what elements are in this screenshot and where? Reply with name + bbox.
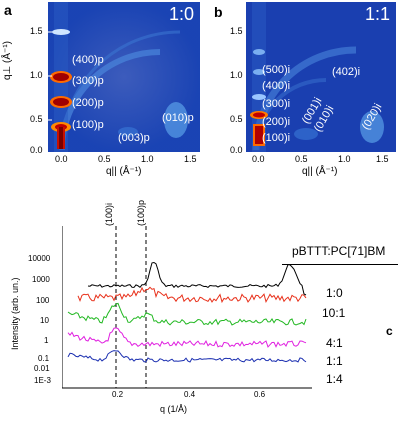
ratio-label: 1:4 (326, 372, 343, 386)
ratio-label: 10:1 (322, 306, 346, 320)
ratio-label: 1:1 (326, 354, 343, 368)
y-tick: 1E-3 (34, 376, 51, 385)
peak-label: (200)p (72, 97, 104, 109)
panel-a-x-label: q|| (Å⁻¹) (106, 166, 142, 177)
ratio-label: 1:0 (326, 286, 343, 300)
x-tick: 1.5 (376, 154, 389, 164)
peak-label: (100)i (262, 132, 291, 144)
panel-b-letter: b (214, 4, 223, 20)
series-line-4-1 (67, 302, 307, 326)
panel-c-plot (61, 226, 312, 396)
y-tick: 0.5 (230, 114, 243, 124)
x-tick: 1.5 (184, 154, 197, 164)
y-tick: 1.0 (30, 70, 43, 80)
marker-label-100p: (100)p (136, 199, 146, 226)
y-tick: 1.5 (30, 26, 43, 36)
legend-divider (282, 264, 398, 265)
y-tick: 1.5 (230, 26, 243, 36)
y-tick: 10 (40, 316, 49, 325)
y-tick: 1 (44, 336, 49, 345)
y-tick: 0.1 (38, 354, 50, 363)
y-tick: 0.5 (30, 114, 43, 124)
panel-c-letter: c (386, 324, 393, 338)
panel-a-letter: a (4, 2, 12, 18)
legend-title: pBTTT:PC[71]BM (292, 244, 386, 258)
peak-label: (402)i (332, 66, 361, 78)
y-tick: 0.0 (230, 145, 243, 155)
panel-b-x-label: q|| (Å⁻¹) (302, 166, 338, 177)
panel-a-gisaxs-image (48, 2, 200, 152)
peak-label: (300)p (72, 75, 104, 87)
panel-c-x-label: q (1/Å) (160, 404, 188, 414)
peak-label: (003)p (118, 132, 150, 144)
x-tick: 0.2 (112, 390, 124, 399)
x-tick: 0.0 (252, 154, 265, 164)
ratio-label: 4:1 (326, 336, 343, 350)
peak-label: (200)i (262, 116, 291, 128)
y-tick: 1000 (32, 275, 50, 284)
panel-b-gisaxs-image (246, 2, 396, 152)
peak-label: (500)i (262, 64, 291, 76)
panel-a-ratio: 1:0 (168, 4, 194, 24)
y-tick: 0.0 (30, 145, 43, 155)
y-tick: 0.01 (34, 364, 50, 373)
series-line-1-1 (67, 327, 307, 348)
marker-label-100i: (100)i (104, 202, 114, 226)
panel-a-plot: 1:0 (400)p (300)p (200)p (100)p (010)p (… (48, 2, 200, 152)
x-tick: 0.5 (98, 154, 111, 164)
panel-a-y-label: q⊥ (Å⁻¹) (2, 41, 13, 80)
panel-b-plot: 1:1 (500)i (402)i (400)i (300)i (200)i (… (246, 2, 396, 152)
panel-b-ratio: 1:1 (364, 4, 390, 24)
y-tick: 10000 (28, 254, 51, 263)
x-tick: 0.0 (55, 154, 68, 164)
series-line-10-1 (77, 286, 307, 304)
x-tick: 0.6 (254, 390, 266, 399)
peak-label: (400)p (72, 54, 104, 66)
x-tick: 1.0 (338, 154, 351, 164)
panel-c-intensity-profiles (61, 226, 312, 389)
peak-label: (010)p (162, 112, 194, 124)
y-tick: 100 (36, 296, 50, 305)
x-tick: 0.5 (295, 154, 308, 164)
peak-label: (400)i (262, 80, 291, 92)
series-line-1-0 (87, 261, 307, 296)
x-tick: 1.0 (141, 154, 154, 164)
panel-c-y-label: Intensity (arb. un.) (10, 277, 20, 350)
peak-label: (300)i (262, 98, 291, 110)
series-line-1-4 (67, 350, 307, 363)
peak-label: (100)p (72, 119, 104, 131)
y-tick: 1.0 (230, 70, 243, 80)
x-tick: 0.4 (184, 390, 196, 399)
